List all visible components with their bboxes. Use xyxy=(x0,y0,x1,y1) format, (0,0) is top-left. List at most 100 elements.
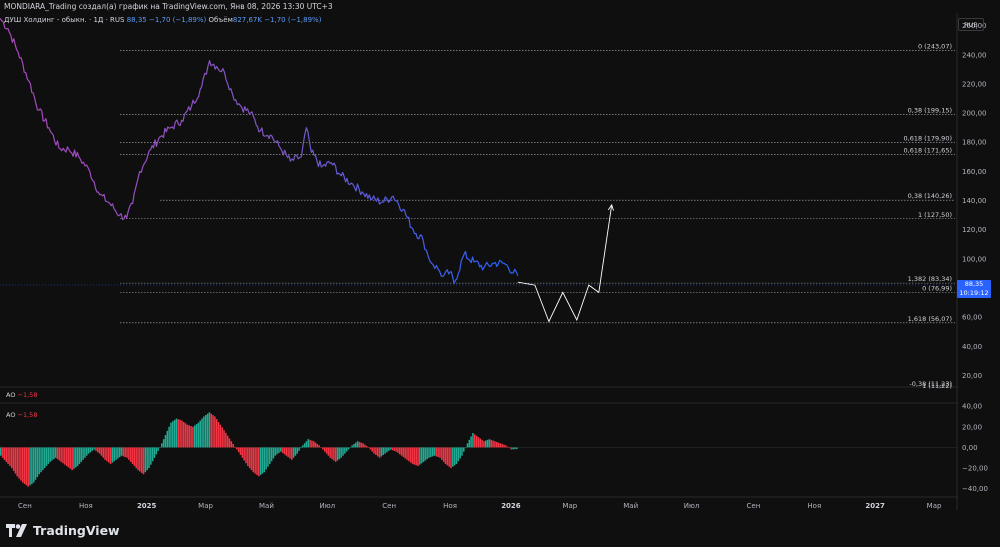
ao-bar xyxy=(398,447,401,455)
fib-label: 0,38 (140,26) xyxy=(908,192,952,200)
ao-bar xyxy=(336,447,339,461)
ao-bar xyxy=(97,447,99,453)
price-axis-tick: 240,00 xyxy=(962,51,987,59)
ao-bar xyxy=(201,418,203,448)
price-axis-tick: 160,00 xyxy=(962,168,987,176)
forecast-arrowhead xyxy=(607,203,614,211)
ao-bar xyxy=(100,447,103,456)
ao-bar xyxy=(409,447,412,463)
ao-bar xyxy=(144,447,147,473)
ao-bar xyxy=(314,442,317,448)
chart-header: MONDIARA_Trading создал(а) график на Tra… xyxy=(4,2,333,11)
ao-legend-2[interactable]: AO −1,58 xyxy=(6,411,37,419)
ao-bar xyxy=(16,447,18,477)
ao-bar xyxy=(442,447,445,462)
currency-selector[interactable]: RUB xyxy=(958,18,984,31)
ao-bar xyxy=(126,447,128,458)
volume-label: Объём xyxy=(208,16,233,24)
symbol-name[interactable]: ДУШ Холдинг - обыкн. · 1Д · RUS xyxy=(4,16,125,24)
ao-bar xyxy=(510,447,513,450)
ao-bar xyxy=(303,443,306,448)
ao-bar xyxy=(389,447,392,450)
ao-bar xyxy=(329,447,331,458)
ao-name-2: AO xyxy=(6,411,16,419)
fib-label: 1 (127,50) xyxy=(918,211,952,219)
ao-bar xyxy=(457,447,460,462)
tradingview-logo[interactable]: TradingView xyxy=(6,521,120,539)
time-axis-tick: Май xyxy=(623,502,638,510)
ao-bar xyxy=(217,421,220,448)
time-axis-tick: Мар xyxy=(562,502,577,510)
ao-bar xyxy=(78,447,81,464)
ao-bar xyxy=(505,445,507,448)
ao-bar xyxy=(42,447,44,471)
ao-bar xyxy=(153,447,156,458)
price-line xyxy=(0,18,519,285)
price-axis-tick: 120,00 xyxy=(962,226,987,234)
time-axis-tick: Мар xyxy=(198,502,213,510)
price-tag: 88,35 10:19:12 xyxy=(957,280,991,298)
ao-bar xyxy=(377,447,379,457)
ao-bar xyxy=(325,447,328,454)
ao-bar xyxy=(283,447,286,455)
ao-bar xyxy=(369,447,372,450)
ao-bar xyxy=(318,445,320,448)
ao-bar xyxy=(212,415,214,448)
ao-bar xyxy=(415,447,417,466)
ao-legend[interactable]: AO −1,58 xyxy=(6,391,37,399)
ao-bar xyxy=(347,447,350,450)
ao-bar xyxy=(32,447,35,483)
ao-bar xyxy=(287,447,289,458)
price-axis-tick: 40,00 xyxy=(962,343,982,351)
ao-bar xyxy=(9,447,11,467)
fib-label: 0 (76,99) xyxy=(922,284,952,292)
ao-bar xyxy=(62,447,64,464)
ao-bar xyxy=(135,447,137,469)
ao-bar xyxy=(426,447,428,460)
ao-bar xyxy=(12,447,15,471)
ao-bar xyxy=(331,447,333,460)
ao-bar xyxy=(494,441,496,448)
ao-bar xyxy=(91,447,94,451)
ao-bar xyxy=(362,443,364,448)
ao-bar xyxy=(404,447,406,459)
ao-bar xyxy=(168,426,170,448)
ao-bar xyxy=(455,447,458,464)
ao-bar xyxy=(340,447,342,458)
ao-bar xyxy=(84,447,86,458)
ao-bar xyxy=(137,447,139,471)
ao-bar xyxy=(261,447,264,474)
ao-bar xyxy=(93,447,95,450)
ao-bar xyxy=(86,447,88,456)
ao-bar xyxy=(323,447,326,452)
ao-bar xyxy=(206,413,209,448)
symbol-legend[interactable]: ДУШ Холдинг - обыкн. · 1Д · RUS 88,35 −1… xyxy=(4,14,321,26)
ao-bar xyxy=(250,447,253,471)
ao-bar xyxy=(413,447,416,465)
ao-bar xyxy=(499,443,502,448)
ao-bar xyxy=(186,424,189,448)
chart-grid xyxy=(0,13,958,510)
ao-bar xyxy=(162,439,165,448)
ao-bar xyxy=(439,447,441,458)
ao-bar xyxy=(428,447,430,458)
ao-bar xyxy=(142,447,145,475)
ao-bar xyxy=(276,447,278,455)
ao-bar xyxy=(1,447,4,458)
ao-bar xyxy=(309,439,311,448)
ao-bar xyxy=(219,424,222,448)
ao-bar xyxy=(397,447,399,453)
ao-bar xyxy=(49,447,51,462)
ao-bar xyxy=(3,447,6,460)
price-axis-tick: 20,00 xyxy=(962,372,982,380)
ao-bar xyxy=(21,447,24,483)
ao-bar xyxy=(10,447,13,469)
ao-bar xyxy=(69,447,72,469)
ao-bar xyxy=(87,447,90,454)
ao-bar xyxy=(248,447,251,469)
ao-bar xyxy=(501,443,503,448)
ao-bar xyxy=(184,423,187,448)
ao-bar xyxy=(344,447,346,454)
ao-bar xyxy=(497,442,500,448)
